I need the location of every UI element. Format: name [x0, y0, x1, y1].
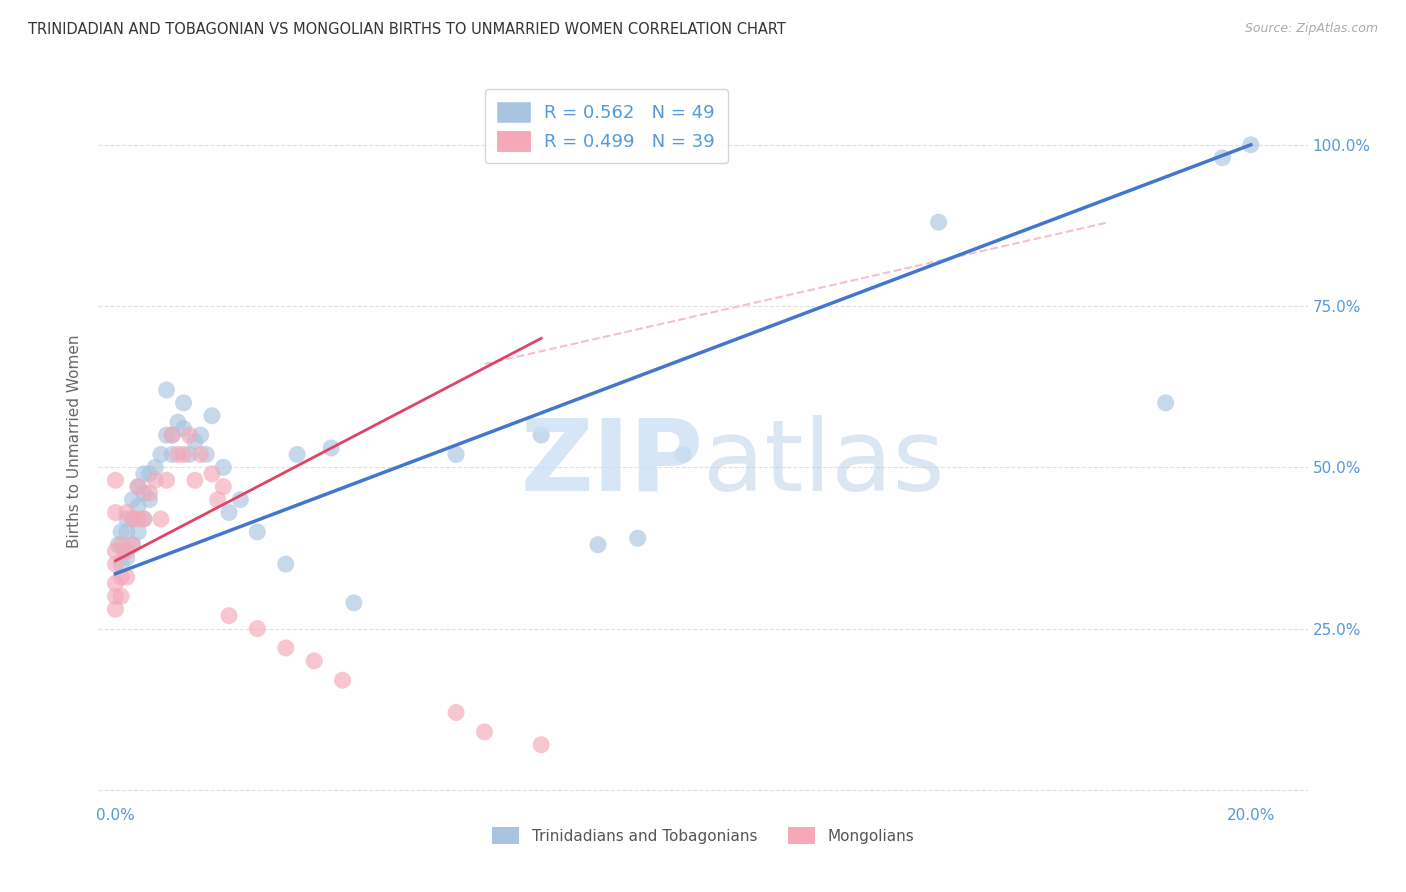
- Legend: Trinidadians and Tobagonians, Mongolians: Trinidadians and Tobagonians, Mongolians: [482, 818, 924, 853]
- Point: [110, 557, 132, 571]
- Point: [127, 512, 149, 526]
- Point: [1154, 396, 1177, 410]
- Point: [285, 447, 308, 461]
- Point: [127, 499, 149, 513]
- Point: [104, 473, 127, 487]
- Point: [928, 215, 950, 229]
- Point: [173, 422, 195, 436]
- Point: [132, 467, 155, 481]
- Point: [143, 460, 166, 475]
- Point: [104, 590, 127, 604]
- Point: [121, 492, 143, 507]
- Y-axis label: Births to Unmarried Women: Births to Unmarried Women: [67, 334, 83, 549]
- Point: [149, 447, 172, 461]
- Point: [190, 428, 212, 442]
- Point: [110, 570, 132, 584]
- Point: [143, 473, 166, 487]
- Point: [155, 473, 177, 487]
- Point: [138, 467, 160, 481]
- Point: [138, 492, 160, 507]
- Point: [332, 673, 354, 688]
- Point: [274, 557, 297, 571]
- Point: [530, 428, 553, 442]
- Point: [104, 544, 127, 558]
- Point: [212, 460, 235, 475]
- Point: [115, 512, 138, 526]
- Point: [530, 738, 553, 752]
- Point: [160, 428, 183, 442]
- Point: [321, 441, 343, 455]
- Point: [444, 447, 467, 461]
- Point: [104, 506, 127, 520]
- Point: [155, 428, 177, 442]
- Point: [110, 538, 132, 552]
- Point: [112, 544, 135, 558]
- Point: [274, 640, 297, 655]
- Point: [184, 473, 207, 487]
- Point: [127, 480, 149, 494]
- Point: [179, 428, 201, 442]
- Point: [586, 538, 609, 552]
- Point: [167, 415, 190, 429]
- Text: Source: ZipAtlas.com: Source: ZipAtlas.com: [1244, 22, 1378, 36]
- Point: [121, 512, 143, 526]
- Point: [121, 538, 143, 552]
- Point: [132, 486, 155, 500]
- Point: [138, 486, 160, 500]
- Point: [132, 512, 155, 526]
- Point: [149, 512, 172, 526]
- Point: [160, 428, 183, 442]
- Point: [229, 492, 252, 507]
- Point: [115, 570, 138, 584]
- Point: [246, 524, 269, 539]
- Point: [173, 396, 195, 410]
- Point: [104, 557, 127, 571]
- Point: [115, 506, 138, 520]
- Point: [195, 447, 218, 461]
- Point: [184, 434, 207, 449]
- Point: [167, 447, 190, 461]
- Point: [672, 447, 695, 461]
- Point: [104, 602, 127, 616]
- Point: [212, 480, 235, 494]
- Point: [127, 524, 149, 539]
- Point: [115, 544, 138, 558]
- Point: [132, 512, 155, 526]
- Point: [115, 524, 138, 539]
- Point: [474, 724, 496, 739]
- Point: [121, 538, 143, 552]
- Text: ZIP: ZIP: [520, 415, 703, 512]
- Point: [127, 480, 149, 494]
- Point: [207, 492, 229, 507]
- Point: [155, 383, 177, 397]
- Point: [218, 608, 240, 623]
- Point: [302, 654, 325, 668]
- Point: [190, 447, 212, 461]
- Point: [627, 531, 650, 545]
- Point: [246, 622, 269, 636]
- Point: [218, 506, 240, 520]
- Point: [104, 576, 127, 591]
- Point: [444, 706, 467, 720]
- Point: [179, 447, 201, 461]
- Point: [110, 524, 132, 539]
- Point: [1240, 137, 1263, 152]
- Point: [343, 596, 366, 610]
- Point: [110, 590, 132, 604]
- Point: [160, 447, 183, 461]
- Text: TRINIDADIAN AND TOBAGONIAN VS MONGOLIAN BIRTHS TO UNMARRIED WOMEN CORRELATION CH: TRINIDADIAN AND TOBAGONIAN VS MONGOLIAN …: [28, 22, 786, 37]
- Point: [201, 467, 224, 481]
- Point: [173, 447, 195, 461]
- Text: atlas: atlas: [703, 415, 945, 512]
- Point: [115, 550, 138, 565]
- Point: [121, 512, 143, 526]
- Point: [1211, 151, 1233, 165]
- Point: [107, 538, 129, 552]
- Point: [201, 409, 224, 423]
